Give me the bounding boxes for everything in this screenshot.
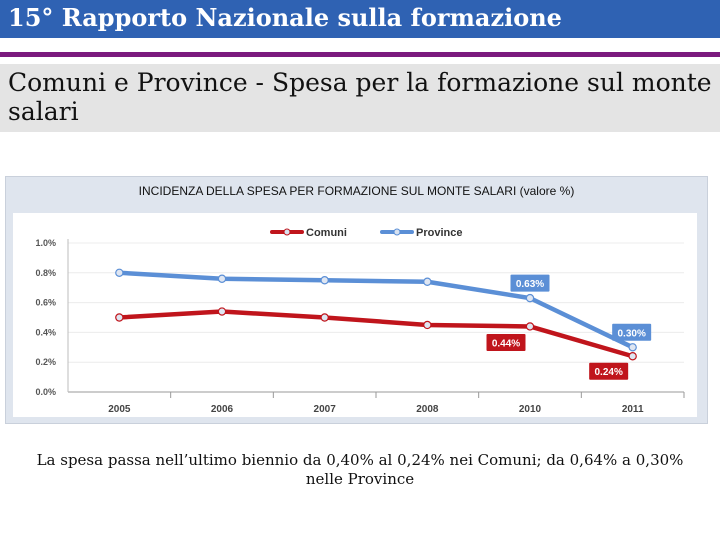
header-bar: 15° Rapporto Nazionale sulla formazione	[0, 0, 720, 38]
y-tick-label: 0.2%	[35, 357, 56, 367]
legend-label-province: Province	[416, 227, 462, 239]
data-label-comuni: 0.24%	[594, 367, 622, 378]
data-point-province	[525, 293, 535, 303]
legend-marker-comuni	[283, 228, 291, 236]
caption-text: La spesa passa nell’ultimo biennio da 0,…	[36, 451, 684, 488]
data-label-comuni: 0.44%	[492, 338, 520, 349]
y-tick-label: 0.6%	[35, 298, 56, 308]
data-point-comuni	[320, 313, 329, 322]
data-point-province	[628, 343, 637, 352]
data-label-box-comuni	[589, 362, 629, 380]
data-point-comuni	[115, 313, 124, 322]
slide-subtitle: Comuni e Province - Spesa per la formazi…	[8, 68, 712, 126]
data-point-comuni	[525, 322, 535, 331]
y-tick-label: 0.4%	[35, 327, 56, 337]
legend-label-comuni: Comuni	[306, 227, 347, 239]
data-label-box-province	[510, 274, 550, 292]
x-tick-label: 2008	[416, 404, 439, 415]
data-point-comuni	[423, 320, 432, 330]
data-label-box-province	[612, 323, 652, 341]
data-point-province	[320, 276, 329, 285]
data-point-province	[423, 277, 432, 286]
data-point-province	[217, 274, 227, 283]
data-point-comuni	[217, 307, 227, 316]
subtitle-box: Comuni e Province - Spesa per la formazi…	[0, 64, 720, 132]
data-label-province: 0.30%	[617, 328, 645, 339]
x-tick-label: 2010	[519, 404, 542, 415]
y-tick-label: 0.0%	[35, 387, 56, 397]
x-tick-label: 2007	[314, 404, 337, 415]
data-point-province	[115, 268, 124, 277]
x-tick-label: 2005	[108, 404, 131, 415]
accent-divider	[0, 52, 720, 57]
series-line-province	[117, 270, 635, 350]
report-title: 15° Rapporto Nazionale sulla formazione	[8, 3, 562, 32]
data-point-comuni	[628, 352, 637, 361]
series-line-comuni	[117, 309, 635, 359]
x-tick-label: 2006	[211, 404, 234, 415]
y-tick-label: 0.8%	[35, 268, 56, 278]
data-label-box-comuni	[486, 333, 526, 351]
data-label-province: 0.63%	[516, 279, 544, 290]
chart-title: INCIDENZA DELLA SPESA PER FORMAZIONE SUL…	[138, 184, 575, 198]
legend-marker-province	[393, 228, 401, 236]
y-tick-label: 1.0%	[35, 238, 56, 248]
x-tick-label: 2011	[622, 404, 644, 415]
